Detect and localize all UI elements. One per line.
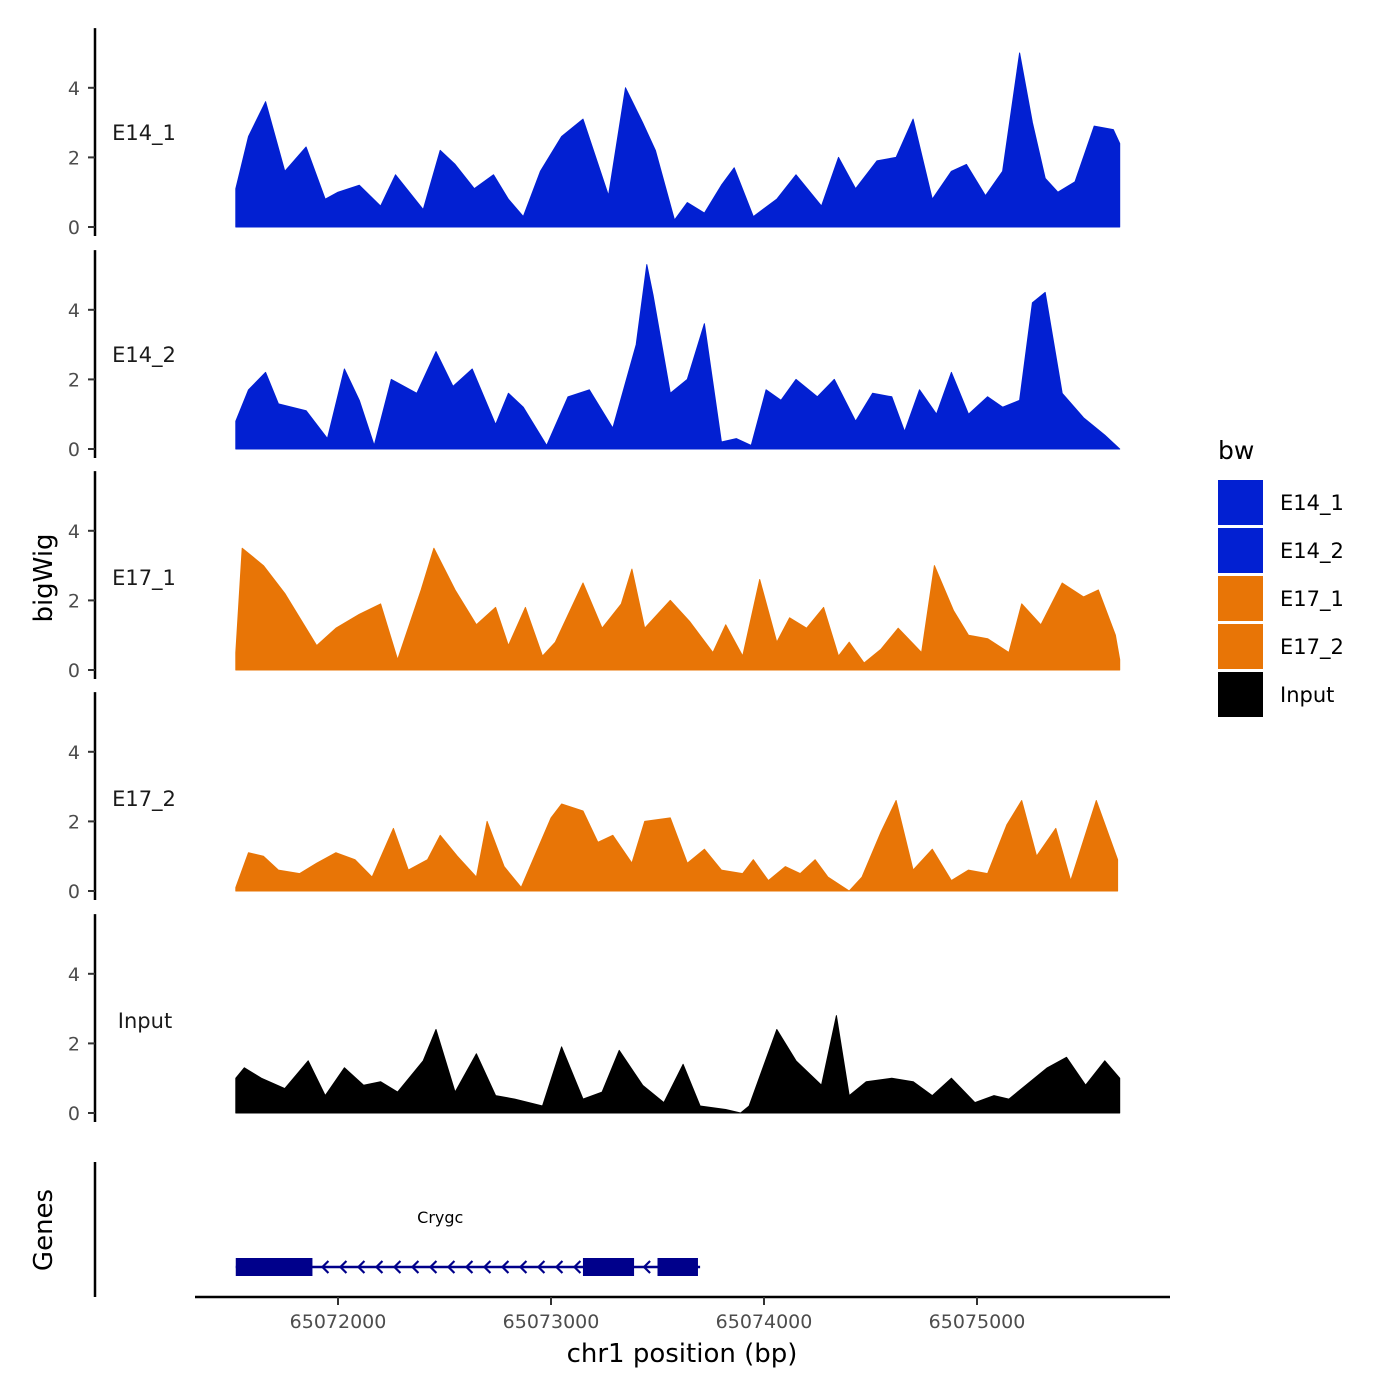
coverage-area-E17_1 bbox=[235, 547, 1121, 671]
track-label: Input bbox=[118, 1009, 172, 1033]
strand-chevron bbox=[642, 1260, 651, 1274]
y-tick-label: 0 bbox=[68, 660, 80, 682]
gene-exon bbox=[582, 1258, 635, 1276]
gene-Crygc: Crygc bbox=[235, 1208, 701, 1276]
strand-chevron bbox=[392, 1260, 402, 1274]
y-tick-label: 2 bbox=[68, 147, 80, 169]
y-tick-label: 2 bbox=[68, 1033, 80, 1055]
track-Input: 0 2 4 Input bbox=[68, 914, 1121, 1125]
legend-swatch-E14_2 bbox=[1218, 528, 1263, 573]
x-axis-title: chr1 position (bp) bbox=[567, 1339, 798, 1369]
track-label: E17_2 bbox=[112, 787, 176, 812]
y-tick-label: 4 bbox=[68, 742, 80, 764]
strand-chevron bbox=[374, 1260, 384, 1274]
strand-chevron bbox=[356, 1260, 366, 1274]
legend-swatch-E17_1 bbox=[1218, 576, 1263, 621]
track-E14_2: 0 2 4 E14_2 bbox=[68, 250, 1121, 461]
coverage-tracks: 0 2 4 E14_1 0 2 4 E14_2 0 2 4 E17_1 0 2 4 E17_2 0 2 4 Input bbox=[68, 28, 1121, 1125]
strand-chevron bbox=[518, 1260, 528, 1274]
y-tick-label: 0 bbox=[68, 217, 80, 239]
strand-chevron bbox=[500, 1260, 510, 1274]
track-E17_1: 0 2 4 E17_1 bbox=[68, 471, 1121, 682]
gene-name-label: Crygc bbox=[417, 1208, 463, 1227]
y-tick-label: 0 bbox=[68, 881, 80, 903]
legend-swatch-E14_1 bbox=[1218, 480, 1263, 525]
strand-chevron bbox=[464, 1260, 474, 1274]
strand-chevron bbox=[554, 1260, 564, 1274]
genes-panel: Crygc bbox=[93, 1162, 701, 1297]
legend-label: E17_1 bbox=[1280, 587, 1344, 612]
y-axis-title: bigWig bbox=[29, 533, 59, 622]
y-tick-label: 4 bbox=[68, 300, 80, 322]
x-tick-label: 65075000 bbox=[929, 1311, 1026, 1333]
legend-label: Input bbox=[1280, 683, 1334, 707]
legend-swatch-Input bbox=[1218, 672, 1263, 717]
y-tick-label: 4 bbox=[68, 964, 80, 986]
strand-chevron bbox=[572, 1260, 582, 1274]
strand-chevron bbox=[446, 1260, 456, 1274]
legend-label: E14_2 bbox=[1280, 539, 1344, 564]
genes-axis-title: Genes bbox=[29, 1189, 59, 1271]
strand-chevron bbox=[482, 1260, 492, 1274]
x-tick-label: 65074000 bbox=[716, 1311, 813, 1333]
coverage-area-E14_1 bbox=[235, 52, 1121, 228]
coverage-area-E17_2 bbox=[235, 800, 1119, 892]
y-tick-label: 2 bbox=[68, 811, 80, 833]
strand-chevron bbox=[536, 1260, 546, 1274]
gene-exon bbox=[235, 1258, 313, 1276]
strand-chevron bbox=[338, 1260, 348, 1274]
x-tick-label: 65073000 bbox=[503, 1311, 600, 1333]
y-tick-label: 2 bbox=[68, 369, 80, 391]
legend-label: E14_1 bbox=[1280, 491, 1344, 516]
y-tick-label: 0 bbox=[68, 439, 80, 461]
x-tick-label: 65072000 bbox=[290, 1311, 387, 1333]
track-E17_2: 0 2 4 E17_2 bbox=[68, 692, 1119, 903]
y-tick-label: 0 bbox=[68, 1103, 80, 1125]
y-tick-label: 4 bbox=[68, 78, 80, 100]
coverage-area-Input bbox=[235, 1015, 1121, 1114]
gene-exon bbox=[657, 1258, 698, 1276]
y-tick-label: 2 bbox=[68, 590, 80, 612]
coverage-area-E14_2 bbox=[235, 264, 1121, 450]
strand-chevron bbox=[410, 1260, 420, 1274]
strand-chevron bbox=[428, 1260, 438, 1274]
strand-chevron bbox=[320, 1260, 330, 1274]
track-label: E14_2 bbox=[112, 343, 176, 368]
track-E14_1: 0 2 4 E14_1 bbox=[68, 28, 1121, 239]
y-tick-label: 4 bbox=[68, 521, 80, 543]
track-label: E17_1 bbox=[112, 566, 176, 591]
x-axis: 65072000 65073000 65074000 65075000 bbox=[195, 1295, 1170, 1333]
track-label: E14_1 bbox=[112, 121, 176, 146]
legend: bw E14_1 E14_2 E17_1 E17_2 Input bbox=[1218, 436, 1344, 717]
legend-label: E17_2 bbox=[1280, 635, 1344, 660]
legend-swatch-E17_2 bbox=[1218, 624, 1263, 669]
legend-title: bw bbox=[1218, 436, 1254, 465]
